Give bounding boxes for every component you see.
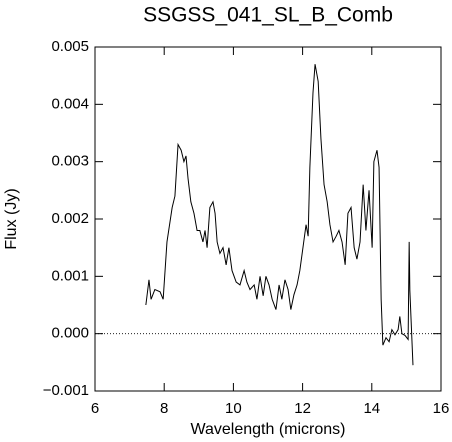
y-tick-label: −0.001 — [43, 382, 89, 399]
y-tick-label: 0.001 — [51, 267, 89, 284]
y-tick-label: 0.004 — [51, 95, 89, 112]
x-tick-label: 6 — [91, 400, 99, 417]
x-tick-label: 10 — [225, 400, 242, 417]
spectrum-line — [145, 64, 414, 366]
y-axis-label: Flux (Jy) — [3, 188, 20, 249]
x-tick-label: 16 — [433, 400, 450, 417]
x-tick-label: 8 — [160, 400, 168, 417]
x-tick-label: 14 — [363, 400, 380, 417]
x-tick-label: 12 — [294, 400, 311, 417]
chart-title: SSGSS_041_SL_B_Comb — [143, 4, 393, 27]
y-tick-label: 0.003 — [51, 153, 89, 170]
y-tick-label: 0.005 — [51, 38, 89, 55]
y-tick-label: 0.000 — [51, 325, 89, 342]
y-tick-label: 0.002 — [51, 210, 89, 227]
plot-frame — [94, 46, 442, 392]
x-axis-label: Wavelength (microns) — [190, 421, 345, 438]
